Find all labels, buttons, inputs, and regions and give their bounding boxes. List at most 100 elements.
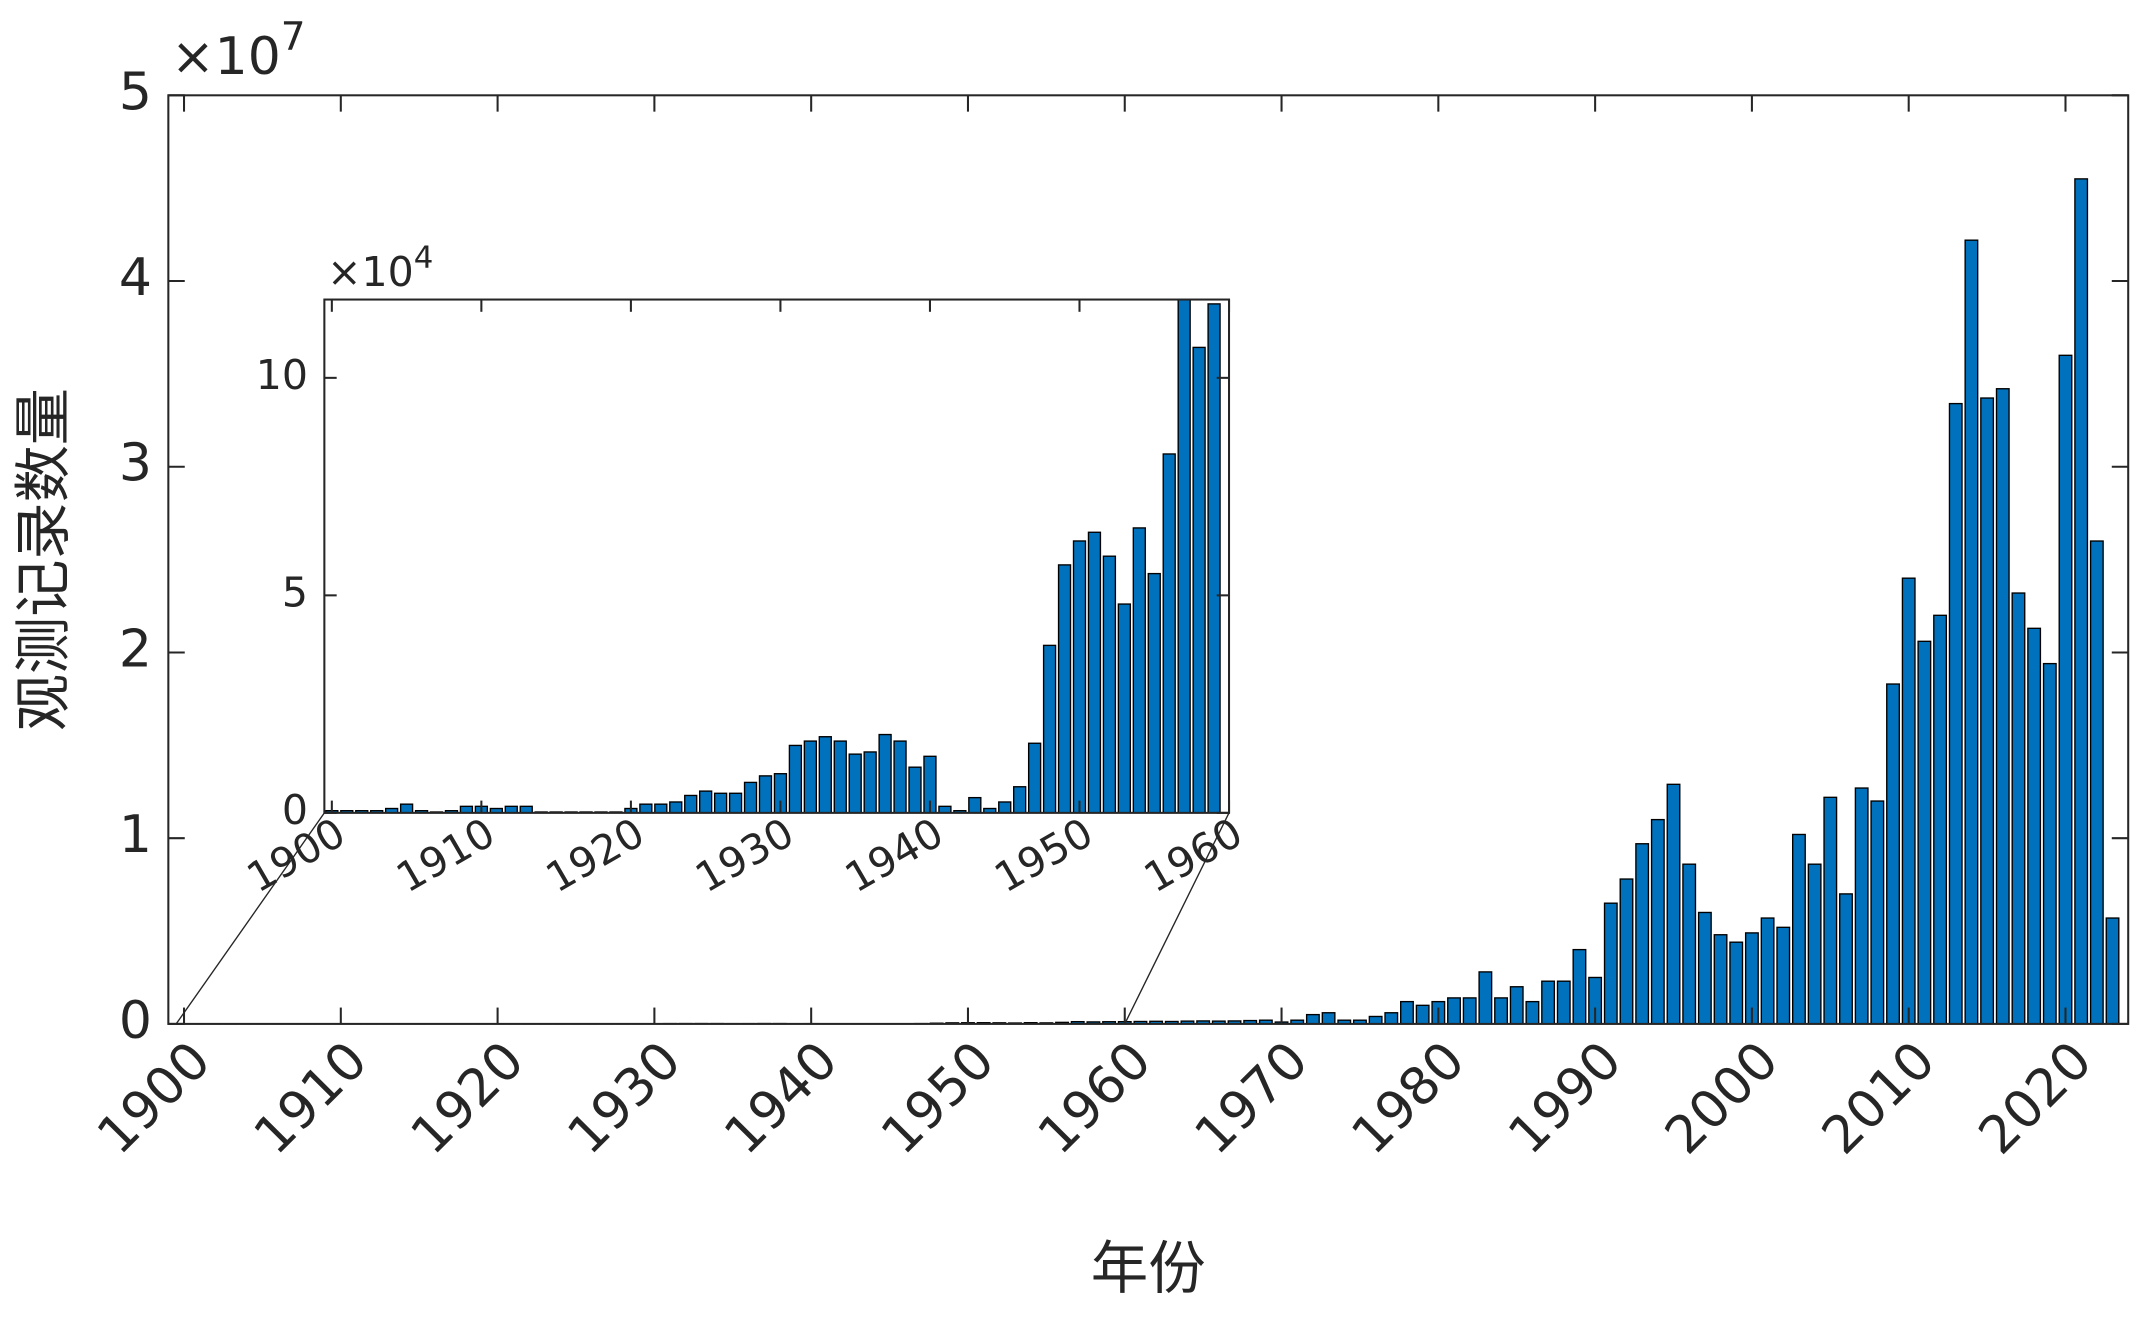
bar [833, 740, 847, 813]
y-tick-label: 3 [119, 434, 152, 494]
bar [1384, 1012, 1399, 1025]
bar [1870, 800, 1885, 1025]
bar [983, 807, 997, 813]
bar [684, 794, 698, 813]
bar [1964, 239, 1979, 1025]
bar [938, 805, 952, 813]
x-tick-label: 2000 [1654, 1031, 1790, 1166]
bar [1162, 453, 1176, 813]
y-tick-label: 4 [119, 248, 152, 308]
bar [1478, 971, 1493, 1025]
bar [1713, 934, 1728, 1025]
bar [1556, 980, 1571, 1025]
bar [878, 733, 892, 813]
bar [1368, 1015, 1383, 1025]
y-multiplier: ×104 [327, 239, 433, 296]
y-tick-label: 1 [119, 805, 152, 865]
bar [1682, 863, 1697, 1025]
bar [758, 775, 773, 813]
bar [1933, 614, 1948, 1025]
bar [1147, 572, 1161, 813]
bar [1791, 833, 1806, 1025]
x-tick-label: 1940 [837, 809, 952, 902]
y-multiplier-exponent: 4 [414, 239, 434, 275]
bar [893, 740, 907, 813]
x-tick-label: 1910 [243, 1031, 379, 1166]
bar [2027, 627, 2042, 1025]
x-tick-label: 1940 [713, 1031, 849, 1166]
bar [399, 803, 414, 813]
x-tick-label: 1930 [557, 1031, 693, 1166]
bar [384, 807, 399, 813]
bar [1635, 843, 1650, 1025]
x-axis-label: 年份 [1091, 1235, 1206, 1302]
bar [2089, 540, 2104, 1025]
y-tick-label: 10 [256, 351, 308, 399]
bar [1509, 986, 1524, 1025]
bar [654, 803, 668, 813]
bar [728, 792, 743, 813]
x-tick-label: 1950 [870, 1031, 1006, 1166]
bar [1839, 893, 1853, 1025]
bar [1321, 1012, 1336, 1025]
bar [1886, 683, 1900, 1025]
bar [1013, 786, 1027, 813]
bar [968, 796, 982, 813]
bar [1650, 818, 1665, 1025]
x-tick-label: 1950 [986, 809, 1101, 902]
bar [743, 781, 758, 813]
bar [908, 766, 922, 813]
bar [1132, 527, 1146, 813]
bar [1087, 531, 1102, 813]
bar [1901, 577, 1916, 1025]
bar [923, 755, 937, 813]
bar [1917, 640, 1932, 1025]
bar [699, 790, 713, 813]
x-tick-label: 1920 [400, 1031, 536, 1166]
bar [1415, 1004, 1430, 1025]
bar [818, 736, 832, 813]
bar [1102, 555, 1117, 813]
bar [2058, 354, 2073, 1025]
bar [1980, 397, 1995, 1025]
bar [848, 753, 862, 813]
bar [788, 744, 803, 813]
x-tick-label: 1960 [1136, 809, 1251, 902]
bar [713, 792, 728, 813]
bar [639, 803, 653, 813]
y-multiplier-exponent: 7 [281, 15, 306, 60]
y-tick-label: 5 [282, 568, 308, 616]
bar [1042, 644, 1057, 813]
bar [1729, 941, 1744, 1025]
bar [1494, 997, 1509, 1025]
bar [863, 751, 877, 813]
bar [1948, 402, 1963, 1025]
x-tick-label: 1980 [1341, 1031, 1477, 1166]
bar [504, 805, 518, 813]
x-tick-label: 2010 [1811, 1031, 1947, 1166]
y-multiplier: ×107 [171, 15, 306, 87]
bar [1027, 742, 1042, 813]
bar [1776, 926, 1791, 1025]
x-tick-label: 1930 [687, 809, 802, 902]
bar [1192, 346, 1206, 813]
bar [1305, 1013, 1320, 1025]
bar [2105, 917, 2120, 1025]
bar [459, 805, 474, 813]
y-multiplier-base: ×10 [327, 248, 414, 296]
bar [773, 773, 788, 813]
bar [1666, 783, 1681, 1025]
bar [1697, 911, 1712, 1025]
bar [669, 801, 683, 813]
bar [1057, 564, 1072, 813]
y-tick-label: 5 [119, 62, 152, 122]
bar [1072, 540, 1087, 813]
x-tick-label: 2020 [1968, 1031, 2104, 1166]
axes-box [167, 94, 2130, 1025]
bar [998, 801, 1012, 813]
bar [1447, 997, 1461, 1025]
bar [1807, 863, 1822, 1025]
bar [2042, 662, 2057, 1025]
